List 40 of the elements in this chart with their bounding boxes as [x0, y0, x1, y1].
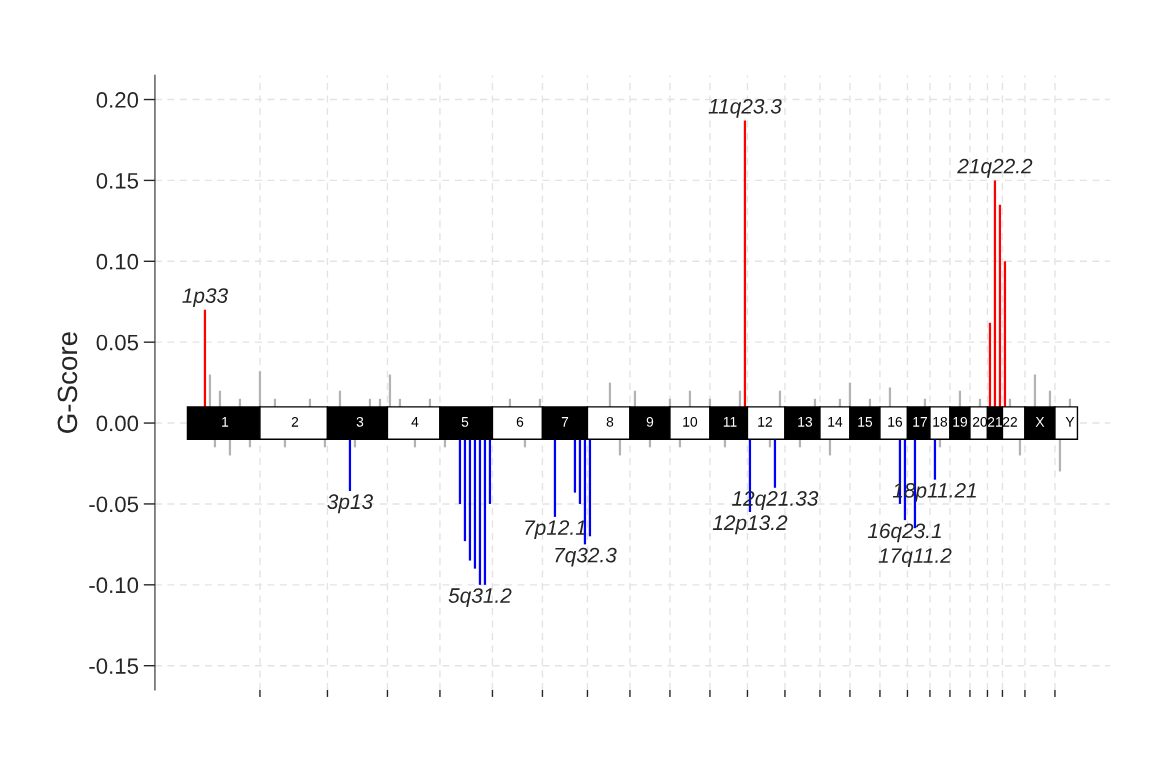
- x-tick-label: 15: [858, 417, 873, 427]
- x-tick-label: 12: [758, 416, 772, 427]
- x-tick-label: 9: [646, 416, 654, 427]
- annotation: 3p13: [327, 494, 373, 514]
- x-tick-label: 21: [987, 416, 1002, 427]
- y-tick-label: 0.10: [96, 253, 139, 270]
- x-tick-label: 18: [933, 416, 948, 427]
- x-tick-label: X: [1035, 417, 1045, 427]
- annotation: 17q11.2: [878, 548, 952, 568]
- x-tick-label: 17: [913, 417, 927, 427]
- x-tick-label: 2: [291, 416, 299, 427]
- x-tick-label: 7: [561, 417, 569, 427]
- x-tick-label: 1: [222, 417, 229, 427]
- x-tick-label: 13: [798, 416, 813, 427]
- x-tick-label: 11: [723, 417, 737, 427]
- y-tick-label: 0.15: [96, 172, 139, 189]
- annotation: 11q23.3: [708, 98, 782, 118]
- x-tick-label: 5: [461, 417, 469, 427]
- y-tick-label: -0.15: [89, 658, 139, 674]
- annotation: 16q23.1: [867, 523, 941, 543]
- x-tick-label: 3: [356, 416, 364, 427]
- annotation: 12p13.2: [712, 515, 788, 535]
- x-tick-label: 16: [888, 416, 903, 427]
- y-tick-label: 0.00: [96, 415, 139, 432]
- x-tick-label: 19: [953, 416, 968, 427]
- x-tick-label: 4: [411, 417, 419, 427]
- y-tick-label: 0.05: [96, 334, 139, 351]
- y-tick-label: 0.20: [96, 92, 139, 108]
- x-tick-label: 14: [828, 417, 843, 427]
- y-tick-label: -0.10: [89, 577, 139, 594]
- y-tick-label: -0.05: [89, 496, 139, 513]
- annotation: 5q31.2: [448, 588, 512, 608]
- annotation: 1p33: [182, 288, 228, 308]
- x-tick-label: Y: [1065, 417, 1075, 427]
- x-tick-label: 6: [516, 416, 524, 427]
- x-tick-label: 10: [683, 416, 698, 427]
- x-tick-label: 8: [606, 416, 614, 427]
- annotation: 21q22.2: [957, 158, 1033, 178]
- y-axis-title: G-Score: [57, 332, 78, 433]
- annotation: 7q32.3: [555, 547, 617, 567]
